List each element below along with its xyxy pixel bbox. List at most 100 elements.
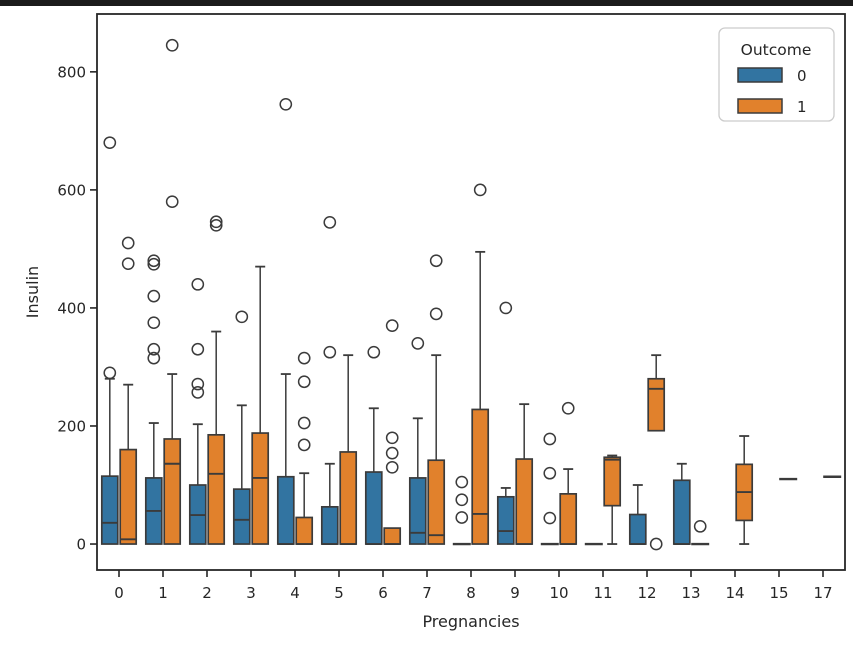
box-outcome1-preg9 (515, 403, 534, 545)
box-rect (628, 513, 647, 545)
x-tick-label: 1 (158, 584, 168, 602)
box-rect (295, 516, 314, 545)
box-rect (339, 451, 358, 545)
outlier-marker (103, 136, 117, 150)
box-rect (276, 475, 295, 545)
box-outcome0-preg4 (276, 97, 295, 545)
box-outcome1-preg2 (207, 215, 226, 545)
outlier-marker (165, 38, 179, 52)
box-outcome1-preg1 (163, 38, 182, 545)
box-rect (603, 456, 622, 507)
x-tick-label: 0 (114, 584, 124, 602)
box-rect (232, 488, 251, 545)
x-tick-label: 17 (813, 584, 832, 602)
box-outcome1-preg10 (559, 401, 578, 545)
box-rect (672, 479, 691, 545)
box-rect (100, 475, 119, 545)
box-rect (364, 471, 383, 545)
outlier-marker (147, 257, 161, 271)
x-tick-label: 15 (769, 584, 788, 602)
box-rect (496, 495, 515, 545)
y-tick-label: 400 (57, 299, 86, 317)
box-rect (408, 477, 427, 545)
box-outcome0-preg5 (320, 216, 339, 545)
outlier-marker (297, 416, 311, 430)
x-tick-label: 12 (637, 584, 656, 602)
box-outcome0-preg12 (628, 484, 647, 545)
box-rect (471, 408, 490, 545)
y-tick-label: 200 (57, 417, 86, 435)
outlier-marker (693, 519, 707, 533)
outlier-marker (499, 301, 513, 315)
outlier-marker (455, 511, 469, 524)
outlier-marker (385, 460, 399, 474)
x-tick-label: 4 (290, 584, 300, 602)
box-outcome0-preg1 (144, 254, 163, 545)
axes-frame (96, 13, 846, 571)
outlier-marker (191, 385, 205, 399)
window-top-bar-fill (0, 0, 853, 6)
x-tick-label: 13 (681, 584, 700, 602)
box-outcome1-preg14 (735, 435, 754, 545)
x-tick-label: 3 (246, 584, 256, 602)
outlier-marker (121, 236, 135, 250)
outlier-marker (147, 342, 161, 356)
box-outcome1-preg4 (295, 351, 314, 545)
outlier-marker (235, 310, 249, 324)
box-outcome0-preg10 (540, 432, 559, 546)
box-rect (427, 459, 446, 545)
x-tick-label: 10 (549, 584, 568, 602)
x-tick-label: 7 (422, 584, 432, 602)
box-outcome0-preg8 (452, 475, 471, 546)
box-outcome0-preg2 (188, 277, 207, 545)
outlier-marker (297, 438, 311, 452)
outlier-marker (543, 432, 557, 446)
x-tick-label: 5 (334, 584, 344, 602)
outlier-marker (121, 257, 135, 271)
outlier-marker (147, 254, 161, 268)
x-tick-label: 14 (725, 584, 744, 602)
x-tick-label: 6 (378, 584, 388, 602)
y-axis-label: Insulin (23, 266, 42, 318)
x-tick-label: 8 (466, 584, 476, 602)
outlier-marker (323, 216, 337, 229)
outlier-marker (385, 446, 399, 460)
legend-swatch-0 (737, 67, 783, 83)
outlier-marker (429, 307, 443, 321)
outlier-marker (279, 97, 293, 111)
outlier-marker (209, 218, 223, 232)
box-outcome0-preg3 (232, 310, 251, 545)
outlier-marker (455, 493, 469, 507)
outlier-marker (411, 337, 425, 350)
outlier-marker (165, 195, 179, 209)
box-rect (207, 433, 226, 545)
box-outcome0-preg7 (408, 337, 427, 545)
box-outcome1-preg5 (339, 354, 358, 545)
box-rect (515, 458, 534, 545)
outlier-marker (297, 375, 311, 389)
box-rect (119, 448, 138, 545)
legend-label-0: 0 (797, 67, 807, 85)
box-rect (251, 432, 270, 545)
box-outcome1-preg8 (471, 183, 490, 545)
box-outcome0-preg13 (672, 462, 691, 545)
outlier-marker (455, 475, 469, 489)
outlier-marker (147, 316, 161, 330)
legend-title: Outcome (741, 41, 812, 59)
outlier-marker (191, 277, 205, 291)
outlier-marker (209, 215, 223, 229)
box-rect (163, 438, 182, 545)
box-outcome1-preg13 (691, 519, 710, 546)
x-axis-label: Pregnancies (422, 612, 519, 631)
outlier-marker (385, 319, 399, 332)
outlier-marker (297, 351, 311, 365)
outlier-marker (367, 345, 381, 359)
outlier-marker (649, 537, 663, 551)
outlier-marker (561, 401, 575, 415)
x-tick-label: 11 (593, 584, 612, 602)
outlier-marker (191, 342, 205, 356)
box-rect (559, 493, 578, 545)
box-rect (320, 505, 339, 545)
outlier-marker (473, 183, 487, 197)
box-rect (647, 377, 666, 432)
